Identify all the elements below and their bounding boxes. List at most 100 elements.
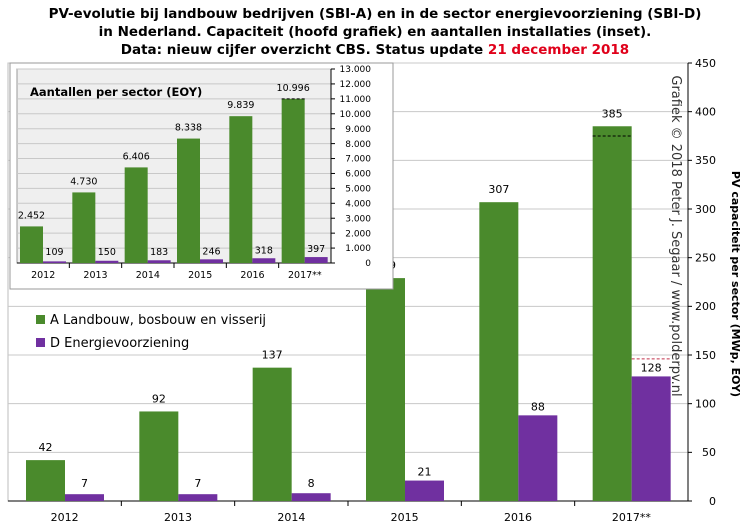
inset-y-tick-label-10000: 10.000 (340, 110, 372, 120)
inset-y-tick-label-7000: 7.000 (345, 155, 371, 165)
inset-data-label-d-2015: 246 (202, 246, 220, 257)
inset-title: Aantallen per sector (EOY) (30, 85, 202, 99)
inset-data-label-a-2015: 8.338 (175, 123, 202, 134)
inset-data-label-d-2012: 109 (45, 247, 63, 258)
main-bar-d-2016 (518, 415, 558, 501)
inset-x-tick-label-2013: 2013 (83, 270, 107, 281)
main-bar-a-2013 (139, 411, 179, 501)
main-x-tick-label-2017: 2017** (612, 511, 651, 524)
main-data-label-a-2017: 385 (602, 107, 623, 120)
inset-bar-a-2017 (281, 98, 305, 263)
main-data-label-a-2014: 137 (262, 349, 283, 362)
inset-x-tick-label-2015: 2015 (188, 270, 212, 281)
inset-bar-a-2016 (229, 116, 253, 263)
inset-y-tick-label-5000: 5.000 (345, 185, 371, 195)
inset-y-tick-label-9000: 9.000 (345, 125, 371, 135)
inset-data-label-a-2013: 4.730 (70, 176, 97, 187)
inset-bar-d-2012 (43, 261, 66, 263)
chart-title-line-2: in Nederland. Capaciteit (hoofd grafiek)… (98, 24, 652, 40)
inset-bar-d-2013 (95, 260, 119, 263)
inset-y-tick-label-11000: 11.000 (340, 95, 372, 105)
main-data-label-d-2014: 8 (308, 477, 315, 490)
legend-swatch-series-d (36, 338, 45, 347)
inset-bar-d-2014 (147, 260, 171, 263)
chart-title-line-3: Data: nieuw cijfer overzicht CBS. Status… (0, 42, 750, 58)
main-x-tick-label-2014: 2014 (277, 511, 305, 524)
legend-label-series-d: D Energievoorziening (50, 336, 189, 351)
inset-bar-d-2016 (252, 258, 276, 263)
main-data-label-d-2017: 128 (641, 361, 662, 374)
inset-y-tick-label-12000: 12.000 (340, 80, 372, 90)
inset-bar-a-2015 (177, 138, 200, 263)
main-y-tick-label-200: 200 (695, 300, 716, 313)
inset-y-tick-label-0: 0 (365, 259, 371, 269)
chart-title-status-prefix: Data: nieuw cijfer overzicht CBS. Status… (120, 42, 488, 58)
inset-x-tick-label-2017: 2017** (288, 270, 322, 281)
inset-plot-background (16, 68, 332, 264)
main-bar-a-2015 (366, 278, 405, 501)
inset-bar-d-2015 (200, 259, 223, 263)
inset-data-label-d-2016: 318 (255, 245, 273, 256)
inset-x-tick-label-2012: 2012 (31, 270, 55, 281)
main-y-tick-label-250: 250 (695, 252, 716, 265)
inset-data-label-d-2017: 397 (307, 244, 325, 255)
main-data-label-a-2013: 92 (152, 392, 166, 405)
inset-bar-a-2013 (72, 192, 96, 263)
inset-x-tick-label-2016: 2016 (240, 270, 264, 281)
chart-title-line-1: PV-evolutie bij landbouw bedrijven (SBI-… (48, 6, 702, 22)
inset-plot-area: 0 1.000 2.000 3.000 4.000 5.000 6.000 7.000 8.00… (9, 62, 394, 290)
main-x-tick-label-2013: 2013 (164, 511, 192, 524)
main-y-tick-label-450: 450 (695, 57, 716, 70)
inset-data-label-a-2016: 9.839 (227, 100, 254, 111)
inset-y-tick-label-2000: 2.000 (345, 229, 371, 239)
inset-data-label-d-2014: 183 (150, 247, 168, 258)
main-x-tick-label-2012: 2012 (51, 511, 79, 524)
inset-data-label-d-2013: 150 (98, 247, 116, 258)
main-y-tick-label-350: 350 (695, 154, 716, 167)
main-data-label-d-2015: 21 (418, 466, 432, 479)
legend: A Landbouw, bosbouw en visserij D Energi… (36, 313, 266, 351)
legend-label-series-a: A Landbouw, bosbouw en visserij (50, 313, 266, 328)
main-data-label-a-2012: 42 (39, 441, 53, 454)
main-x-tick-label-2016: 2016 (504, 511, 532, 524)
inset-bar-d-2017 (304, 257, 328, 263)
main-y-tick-label-100: 100 (695, 398, 716, 411)
inset-x-tick-label-2014: 2014 (136, 270, 160, 281)
inset-bar-a-2012 (20, 226, 43, 263)
main-bar-a-2014 (252, 367, 292, 501)
legend-swatch-series-a (36, 315, 45, 324)
inset-data-label-a-2012: 2.452 (18, 210, 45, 221)
main-bar-d-2015 (405, 480, 444, 501)
watermark-credit: Grafiek © 2018 Peter J. Segaar / www.pol… (668, 75, 683, 396)
main-bar-a-2012 (26, 460, 65, 501)
main-bar-d-2017 (631, 376, 671, 501)
inset-y-tick-label-13000: 13.000 (340, 65, 372, 75)
inset-y-tick-label-6000: 6.000 (345, 170, 371, 180)
inset-y-tick-label-1000: 1.000 (345, 244, 371, 254)
inset-bar-a-2014 (124, 167, 148, 263)
main-bar-d-2013 (178, 494, 218, 501)
main-bar-d-2014 (291, 493, 331, 501)
main-bar-d-2012 (65, 494, 104, 501)
inset-y-tick-label-4000: 4.000 (345, 199, 371, 209)
main-y-axis-title: PV capaciteit per sector (MWp, EOY) (729, 171, 742, 397)
main-data-label-d-2013: 7 (194, 477, 201, 490)
main-bar-a-2017 (592, 126, 632, 502)
main-data-label-a-2016: 307 (488, 183, 509, 196)
main-bar-a-2016 (479, 202, 519, 502)
main-y-tick-label-50: 50 (702, 446, 716, 459)
chart-title-status-date: 21 december 2018 (487, 42, 630, 58)
main-y-tick-label-150: 150 (695, 349, 716, 362)
inset-y-tick-label-8000: 8.000 (345, 140, 371, 150)
inset-data-label-a-2014: 6.406 (123, 151, 150, 162)
main-y-tick-label-0: 0 (709, 495, 716, 508)
main-y-tick-label-400: 400 (695, 106, 716, 119)
main-y-tick-label-300: 300 (695, 203, 716, 216)
inset-data-label-a-2017: 10.996 (277, 83, 310, 94)
inset-y-tick-label-3000: 3.000 (345, 214, 371, 224)
main-x-tick-label-2015: 2015 (391, 511, 419, 524)
main-data-label-d-2016: 88 (531, 400, 545, 413)
main-data-label-d-2012: 7 (81, 477, 88, 490)
